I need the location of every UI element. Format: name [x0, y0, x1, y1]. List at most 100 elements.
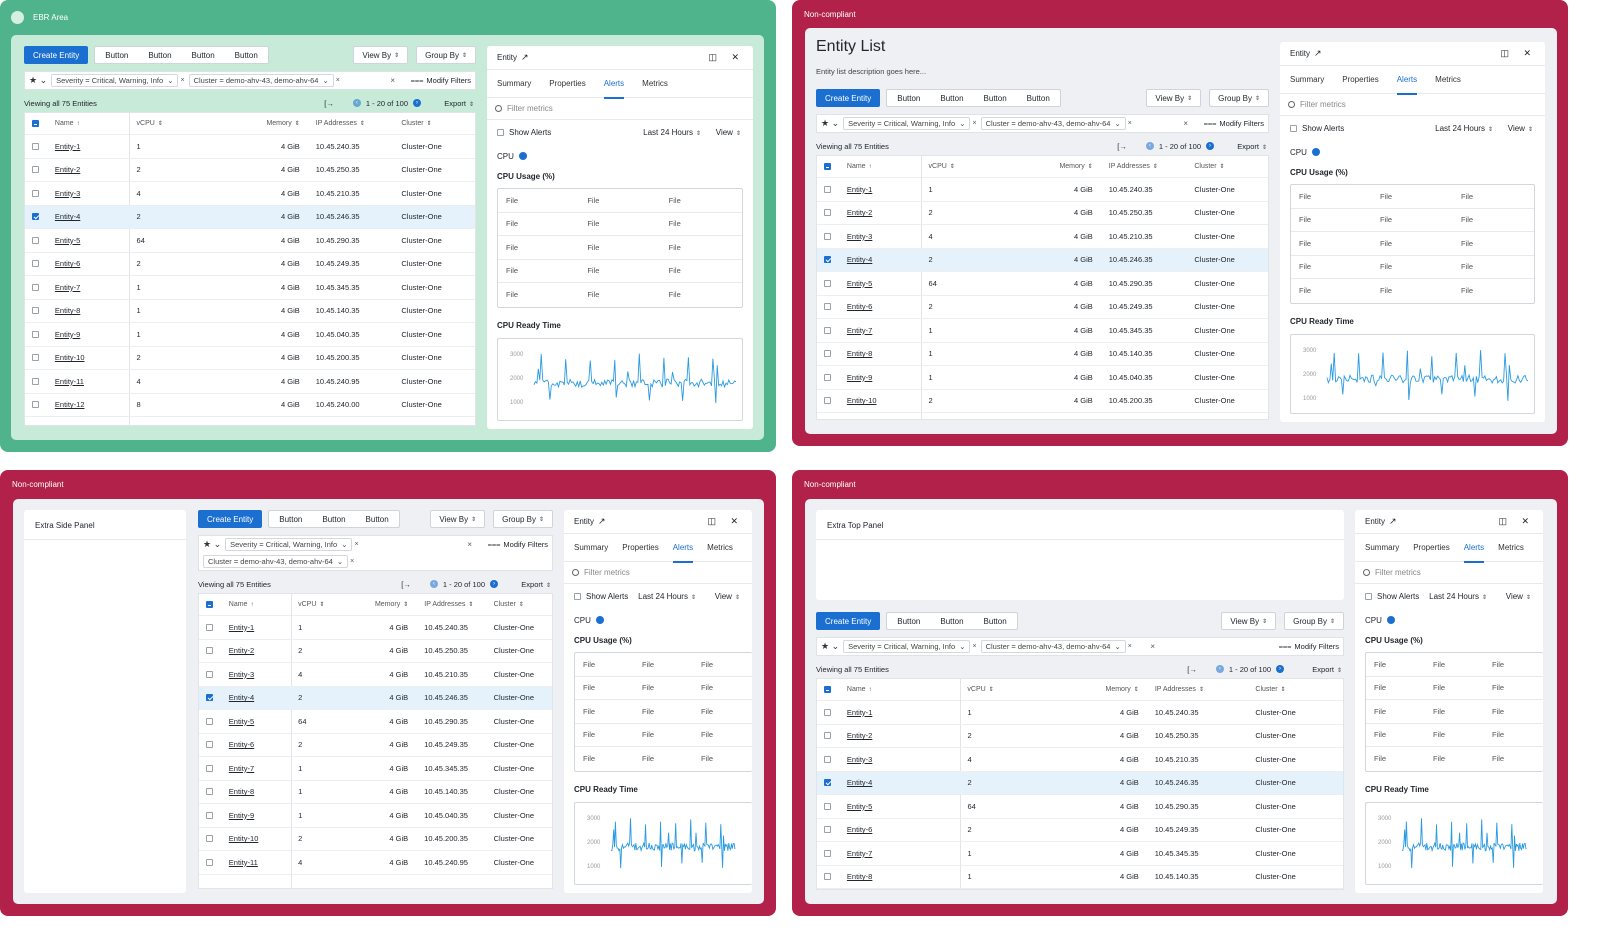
cell-name[interactable]: Entity-6 [228, 740, 255, 750]
column-header-memory[interactable]: Memory ⇕ [375, 601, 416, 608]
row-checkbox[interactable] [32, 307, 40, 315]
view-select[interactable]: View ⇕ [1508, 124, 1533, 133]
row-checkbox[interactable] [206, 670, 214, 678]
dock-icon[interactable]: ◫ [707, 516, 716, 526]
table-row[interactable]: Entity-7 1 4 GiB 10.45.345.35 Cluster-One [817, 319, 1268, 343]
table-row[interactable]: Entity-6 2 4 GiB 10.45.249.35 Cluster-One [25, 253, 475, 276]
table-row[interactable]: Entity-4 2 4 GiB 10.45.246.35 Cluster-One [199, 686, 552, 710]
chevron-down-icon[interactable]: ⌄ [959, 642, 966, 651]
select-all-cell[interactable] [25, 120, 47, 127]
row-checkbox-cell[interactable] [199, 694, 221, 702]
filter-chip[interactable]: Severity = Critical, Warning, Info ⌄ [51, 74, 179, 87]
open-external-icon[interactable]: ↗ [1389, 516, 1397, 526]
time-range-select[interactable]: Last 24 Hours ⇕ [638, 592, 696, 601]
remove-chip-icon[interactable]: × [180, 77, 185, 84]
cell-name[interactable]: Entity-1 [54, 141, 81, 151]
remove-chip-icon[interactable]: × [354, 541, 359, 548]
cell-name[interactable]: Entity-1 [846, 184, 873, 194]
chevron-down-icon[interactable]: ⌄ [322, 76, 329, 85]
remove-chip-icon[interactable]: × [335, 77, 340, 84]
select-all-checkbox[interactable] [824, 163, 832, 170]
row-checkbox[interactable] [32, 189, 40, 197]
clear-filters-icon[interactable]: × [1150, 642, 1155, 651]
cell-name[interactable]: Entity-4 [54, 212, 81, 222]
table-row[interactable]: Entity-10 2 4 GiB 10.45.200.35 Cluster-One [25, 347, 475, 370]
sort-icon[interactable]: ⇕ [1133, 687, 1139, 693]
tab-properties[interactable]: Properties [1413, 543, 1450, 552]
cell-name[interactable]: Entity-4 [846, 778, 873, 788]
chevron-up-icon[interactable] [1386, 616, 1395, 624]
row-checkbox[interactable] [32, 330, 40, 338]
table-row[interactable]: Entity-9 1 4 GiB 10.45.040.35 Cluster-One [199, 804, 552, 828]
row-checkbox[interactable] [206, 858, 214, 866]
cell-name[interactable]: Entity-5 [54, 235, 81, 245]
open-external-icon[interactable]: ↗ [598, 516, 606, 526]
group-by-button[interactable]: Group By ⇕ [416, 46, 476, 64]
cell-name[interactable]: Entity-2 [846, 731, 873, 741]
row-checkbox-cell[interactable] [25, 236, 47, 244]
row-checkbox[interactable] [32, 283, 40, 291]
filter-metrics-input[interactable]: Filter metrics [564, 562, 752, 584]
sort-icon[interactable]: ⇕ [1087, 164, 1093, 170]
sort-icon[interactable]: ⇕ [294, 121, 300, 127]
tab-properties[interactable]: Properties [622, 543, 659, 552]
cell-name[interactable]: Entity-2 [846, 208, 873, 218]
row-checkbox-cell[interactable] [817, 732, 839, 740]
sort-icon[interactable]: ⇕ [157, 121, 163, 127]
table-row[interactable]: Entity-1 1 4 GiB 10.45.240.35 Cluster-One [817, 178, 1268, 202]
row-checkbox[interactable] [824, 397, 832, 405]
cpu-section-header[interactable]: CPU [1355, 610, 1543, 630]
dock-icon[interactable]: ◫ [1500, 48, 1509, 58]
row-checkbox-cell[interactable] [817, 779, 839, 787]
column-header-vcpu[interactable]: vCPU ⇕ [959, 686, 1100, 693]
row-checkbox[interactable] [206, 835, 214, 843]
row-checkbox-cell[interactable] [199, 647, 221, 655]
column-header-ip[interactable]: IP Addresses ⇕ [1101, 163, 1187, 170]
row-checkbox[interactable] [824, 303, 832, 311]
tab-metrics[interactable]: Metrics [707, 543, 733, 552]
modify-filters-button[interactable]: ⩶ Modify Filters [1279, 642, 1339, 652]
column-header-memory[interactable]: Memory ⇕ [1101, 686, 1147, 693]
create-entity-button[interactable]: Create Entity [816, 89, 881, 107]
table-row[interactable]: Entity-9 1 4 GiB 10.45.040.35 Cluster-One [817, 366, 1268, 390]
row-checkbox-cell[interactable] [817, 209, 839, 217]
tab-alerts[interactable]: Alerts [672, 534, 694, 563]
row-checkbox[interactable] [824, 732, 832, 740]
table-row[interactable]: Entity-1 1 4 GiB 10.45.240.35 Cluster-One [817, 701, 1343, 725]
prev-page-icon[interactable]: ‹ [1145, 142, 1154, 150]
filter-chip[interactable]: Cluster = demo-ahv-43, demo-ahv-64 ⌄ [188, 74, 334, 87]
row-checkbox-cell[interactable] [817, 873, 839, 881]
sort-icon[interactable]: ⇕ [319, 602, 325, 608]
toolbar-button[interactable]: Button [983, 616, 1007, 626]
favorites-star-icon[interactable]: ★ ⌄ [203, 539, 222, 549]
row-checkbox-cell[interactable] [25, 142, 47, 150]
toolbar-button[interactable]: Button [897, 616, 921, 626]
view-by-button[interactable]: View By ⇕ [1146, 89, 1202, 107]
filter-chip[interactable]: Severity = Critical, Warning, Info ⌄ [843, 117, 971, 130]
tab-summary[interactable]: Summary [1290, 75, 1325, 84]
table-row[interactable]: Entity-12 8 4 GiB 10.45.240.00 Cluster-One [25, 394, 475, 417]
chevron-down-icon[interactable]: ⌄ [1114, 642, 1121, 651]
tab-metrics[interactable]: Metrics [642, 79, 668, 88]
row-checkbox[interactable] [32, 377, 40, 385]
cell-name[interactable]: Entity-9 [228, 810, 255, 820]
row-checkbox-cell[interactable] [817, 708, 839, 716]
filter-chip[interactable]: Severity = Critical, Warning, Info ⌄ [843, 640, 971, 653]
row-checkbox[interactable] [32, 354, 40, 362]
cell-name[interactable]: Entity-3 [846, 231, 873, 241]
row-checkbox-cell[interactable] [817, 279, 839, 287]
row-checkbox-cell[interactable] [817, 373, 839, 381]
row-checkbox-cell[interactable] [199, 858, 221, 866]
chevron-up-icon[interactable] [518, 152, 527, 160]
row-checkbox[interactable] [32, 142, 40, 150]
table-row[interactable]: Entity-4 2 4 GiB 10.45.246.35 Cluster-One [25, 205, 475, 229]
row-checkbox[interactable] [824, 232, 832, 240]
column-header-cluster[interactable]: Cluster ⇕ [1247, 686, 1343, 693]
toolbar-button[interactable]: Button [365, 514, 389, 524]
row-checkbox-cell[interactable] [199, 623, 221, 631]
cell-name[interactable]: Entity-8 [846, 349, 873, 359]
table-row[interactable]: Entity-10 2 4 GiB 10.45.200.35 Cluster-One [199, 828, 552, 851]
cell-name[interactable]: Entity-7 [228, 763, 255, 773]
close-icon[interactable]: ✕ [730, 516, 738, 526]
clear-filters-icon[interactable]: × [1183, 119, 1188, 128]
